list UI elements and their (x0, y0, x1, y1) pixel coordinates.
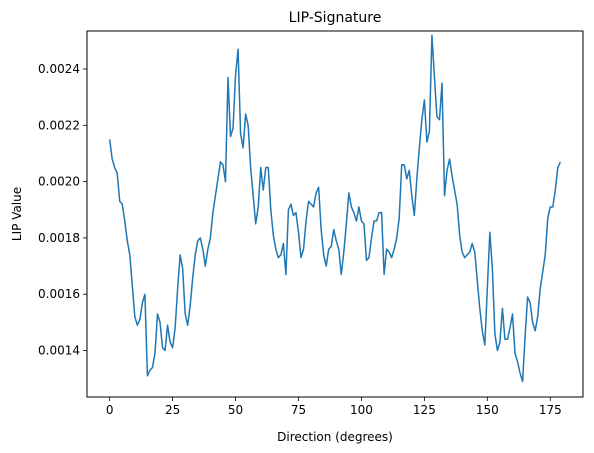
x-tick-label: 100 (350, 403, 373, 417)
y-tick-label: 0.0022 (38, 118, 80, 132)
x-tick-label: 125 (413, 403, 436, 417)
axis-ticks: 0 25 50 75 100 125 150 175 0.0014 0.0016 0.0018 0.0… (38, 62, 562, 417)
plot-area (108, 34, 562, 383)
y-tick-label: 0.0024 (38, 62, 80, 76)
chart-title: LIP-Signature (289, 10, 382, 26)
x-axis-label: Direction (degrees) (277, 430, 393, 444)
y-tick-label: 0.0014 (38, 344, 80, 358)
y-tick-label: 0.0018 (38, 231, 80, 245)
x-tick-label: 50 (228, 403, 243, 417)
y-tick-label: 0.0020 (38, 175, 80, 189)
x-tick-label: 175 (539, 403, 562, 417)
x-tick-label: 75 (291, 403, 306, 417)
series-line-0 (108, 34, 562, 383)
axes-frame (86, 30, 584, 398)
y-axis-label: LIP Value (10, 187, 24, 241)
x-tick-label: 0 (106, 403, 114, 417)
x-tick-label: 150 (476, 403, 499, 417)
y-tick-label: 0.0016 (38, 287, 80, 301)
x-tick-label: 25 (165, 403, 180, 417)
